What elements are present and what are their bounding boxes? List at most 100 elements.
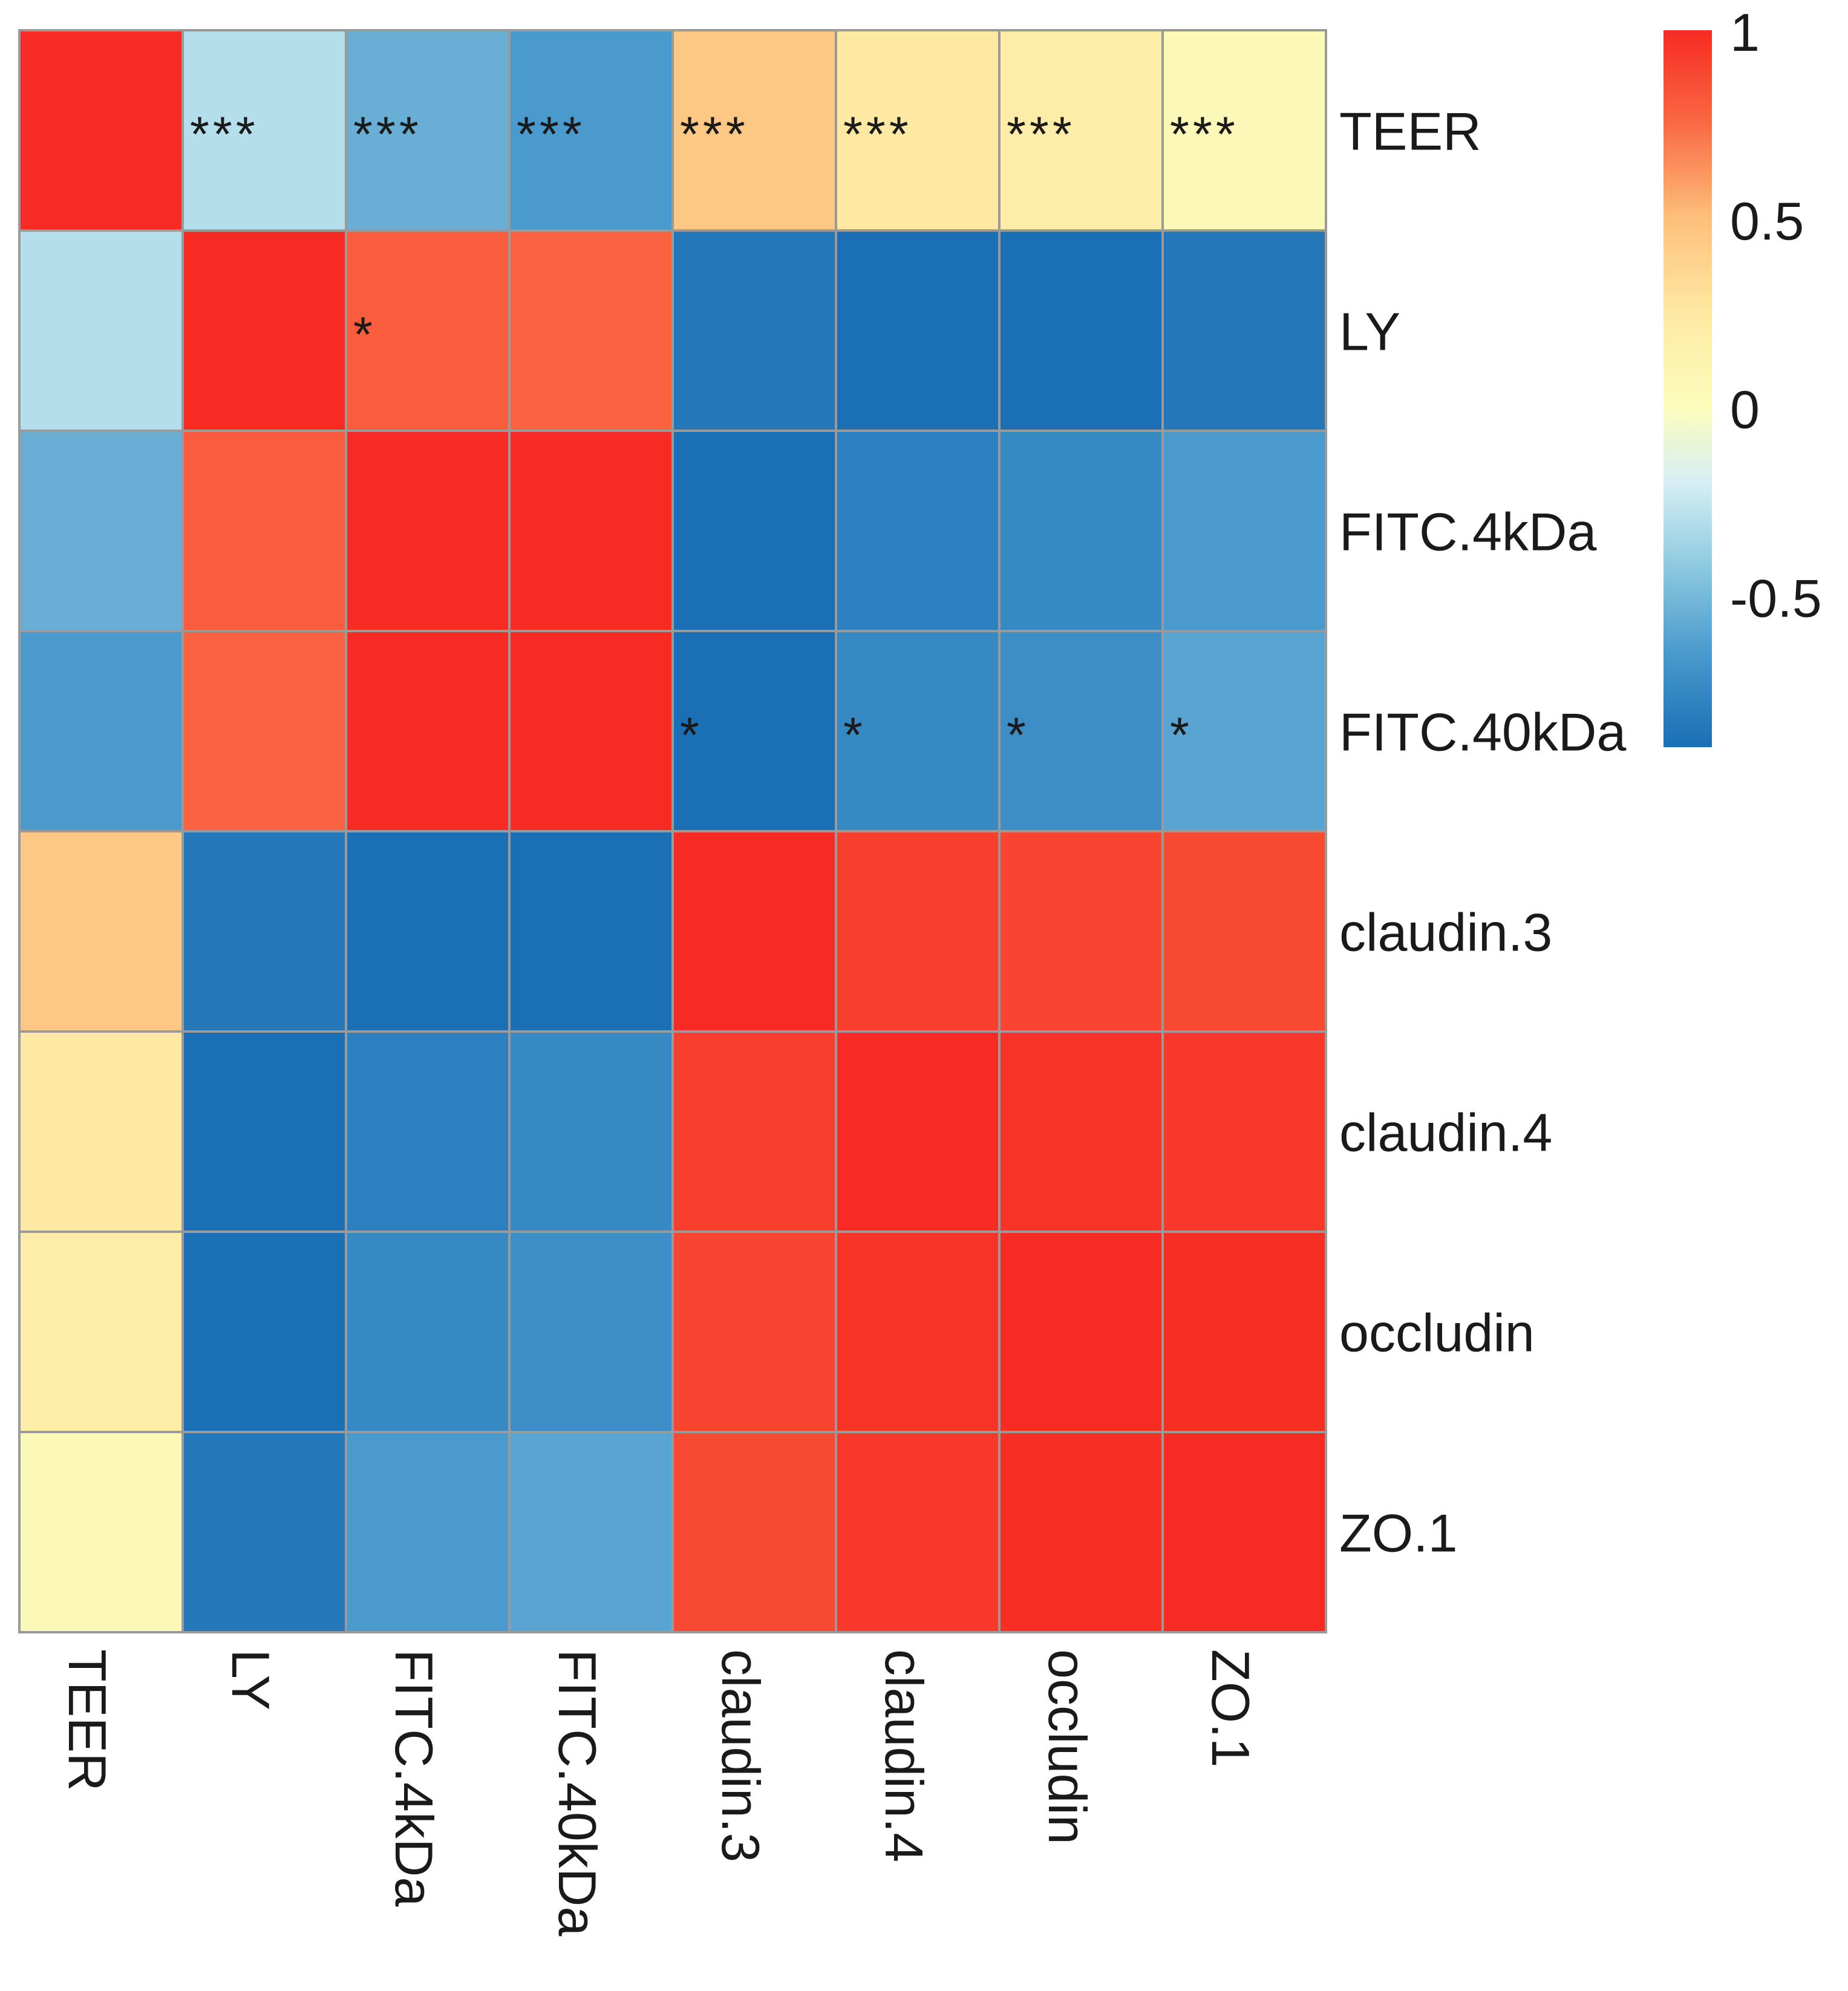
column-label-LY: LY (221, 1649, 281, 1710)
column-label-TEER: TEER (57, 1649, 117, 1791)
row-label-occludin: occludin (1339, 1303, 1535, 1363)
heatmap-cell-claudin.3-FITC.40kDa (508, 830, 674, 1033)
heatmap-cell-FITC.4kDa-claudin.4 (835, 430, 1001, 632)
heatmap-cell-claudin.3-FITC.4kDa (345, 830, 511, 1033)
colorbar-tick-label-2: 0 (1730, 380, 1760, 440)
heatmap-cell-FITC.4kDa-occludin (998, 430, 1164, 632)
significance-star-TEER-FITC.4kDa: *** (353, 107, 422, 162)
column-label-ZO.1: ZO.1 (1201, 1649, 1261, 1768)
heatmap-cell-occludin-LY (181, 1231, 347, 1433)
significance-star-TEER-FITC.40kDa: *** (517, 107, 586, 162)
heatmap-cell-ZO.1-LY (181, 1431, 347, 1633)
significance-star-FITC.40kDa-claudin.4: * (843, 708, 866, 763)
heatmap-cell-FITC.40kDa-claudin.4 (835, 630, 1001, 832)
heatmap-cell-FITC.4kDa-TEER (18, 430, 184, 632)
heatmap-cell-LY-claudin.3 (671, 229, 837, 432)
row-label-FITC.40kDa: FITC.40kDa (1339, 702, 1626, 762)
heatmap-cell-claudin.3-ZO.1 (1161, 830, 1327, 1033)
heatmap-cell-occludin-ZO.1 (1161, 1231, 1327, 1433)
heatmap-cell-ZO.1-claudin.4 (835, 1431, 1001, 1633)
heatmap-cell-LY-occludin (998, 229, 1164, 432)
heatmap-cell-FITC.40kDa-LY (181, 630, 347, 832)
heatmap-cell-LY-LY (181, 229, 347, 432)
colorbar-tick-label-1: 0.5 (1730, 191, 1804, 251)
heatmap-cell-claudin.4-ZO.1 (1161, 1030, 1327, 1233)
heatmap-cell-claudin.4-FITC.40kDa (508, 1030, 674, 1233)
heatmap-cell-claudin.4-TEER (18, 1030, 184, 1233)
heatmap-cell-ZO.1-ZO.1 (1161, 1431, 1327, 1633)
heatmap-cell-TEER-LY (181, 29, 347, 232)
heatmap-cell-claudin.4-LY (181, 1030, 347, 1233)
column-label-occludin: occludin (1037, 1649, 1097, 1845)
row-label-FITC.4kDa: FITC.4kDa (1339, 502, 1596, 562)
heatmap-cell-ZO.1-FITC.4kDa (345, 1431, 511, 1633)
heatmap-cell-claudin.3-LY (181, 830, 347, 1033)
heatmap-cell-claudin.4-claudin.4 (835, 1030, 1001, 1233)
row-label-TEER: TEER (1339, 102, 1481, 162)
row-label-claudin.3: claudin.3 (1339, 903, 1552, 963)
heatmap-cell-LY-FITC.4kDa (345, 229, 511, 432)
row-label-claudin.4: claudin.4 (1339, 1103, 1552, 1163)
heatmap-cells (18, 29, 1327, 1633)
heatmap-cell-claudin.4-occludin (998, 1030, 1164, 1233)
heatmap-cell-claudin.3-TEER (18, 830, 184, 1033)
column-label-claudin.4: claudin.4 (874, 1649, 934, 1862)
significance-star-TEER-claudin.3: *** (680, 107, 749, 162)
significance-star-TEER-occludin: *** (1007, 107, 1076, 162)
heatmap-cell-TEER-FITC.4kDa (345, 29, 511, 232)
heatmap-cell-ZO.1-TEER (18, 1431, 184, 1633)
heatmap-cell-occludin-TEER (18, 1231, 184, 1433)
heatmap-cell-LY-TEER (18, 229, 184, 432)
heatmap-cell-occludin-claudin.3 (671, 1231, 837, 1433)
heatmap-cell-ZO.1-claudin.3 (671, 1431, 837, 1633)
significance-star-TEER-ZO.1: *** (1170, 107, 1239, 162)
heatmap-cell-occludin-occludin (998, 1231, 1164, 1433)
heatmap-cell-FITC.4kDa-ZO.1 (1161, 430, 1327, 632)
significance-star-LY-FITC.4kDa: * (353, 307, 376, 362)
heatmap-cell-FITC.40kDa-FITC.4kDa (345, 630, 511, 832)
heatmap-cell-LY-ZO.1 (1161, 229, 1327, 432)
column-labels: TEER LY FITC.4kDa FITC.40kDa claudin.3 claudi… (57, 1649, 1261, 1936)
heatmap-cell-TEER-TEER (18, 29, 184, 232)
significance-star-FITC.40kDa-occludin: * (1007, 708, 1030, 763)
colorbar-tick-label-0: 1 (1730, 2, 1760, 62)
column-label-FITC.40kDa: FITC.40kDa (547, 1649, 607, 1936)
row-label-LY: LY (1339, 302, 1400, 362)
heatmap-cell-TEER-claudin.3 (671, 29, 837, 232)
significance-star-TEER-claudin.4: *** (843, 107, 912, 162)
heatmap-cell-FITC.4kDa-claudin.3 (671, 430, 837, 632)
colorbar-gradient (1664, 30, 1712, 747)
colorbar-tick-label-3: -0.5 (1730, 569, 1822, 629)
significance-star-FITC.40kDa-ZO.1: * (1170, 708, 1193, 763)
column-label-FITC.4kDa: FITC.4kDa (384, 1649, 444, 1906)
heatmap-cell-FITC.40kDa-TEER (18, 630, 184, 832)
heatmap-cell-claudin.3-occludin (998, 830, 1164, 1033)
heatmap-cell-FITC.40kDa-FITC.40kDa (508, 630, 674, 832)
heatmap-cell-claudin.4-FITC.4kDa (345, 1030, 511, 1233)
heatmap-cell-occludin-claudin.4 (835, 1231, 1001, 1433)
heatmap-cell-FITC.4kDa-FITC.40kDa (508, 430, 674, 632)
colorbar-legend: 1 0.5 0 -0.5 (1664, 2, 1822, 747)
heatmap-cell-TEER-occludin (998, 29, 1164, 232)
heatmap-cell-TEER-claudin.4 (835, 29, 1001, 232)
heatmap-cell-occludin-FITC.4kDa (345, 1231, 511, 1433)
heatmap-cell-claudin.3-claudin.4 (835, 830, 1001, 1033)
heatmap-cell-claudin.4-claudin.3 (671, 1030, 837, 1233)
heatmap-cell-ZO.1-occludin (998, 1431, 1164, 1633)
heatmap-cell-ZO.1-FITC.40kDa (508, 1431, 674, 1633)
heatmap-cell-LY-claudin.4 (835, 229, 1001, 432)
heatmap-cell-FITC.4kDa-LY (181, 430, 347, 632)
heatmap-cell-claudin.3-claudin.3 (671, 830, 837, 1033)
heatmap-cell-LY-FITC.40kDa (508, 229, 674, 432)
heatmap-cell-FITC.4kDa-FITC.4kDa (345, 430, 511, 632)
significance-star-FITC.40kDa-claudin.3: * (680, 708, 703, 763)
heatmap-cell-FITC.40kDa-ZO.1 (1161, 630, 1327, 832)
column-label-claudin.3: claudin.3 (711, 1649, 771, 1862)
row-label-ZO.1: ZO.1 (1339, 1503, 1458, 1563)
heatmap-cell-occludin-FITC.40kDa (508, 1231, 674, 1433)
heatmap-cell-TEER-FITC.40kDa (508, 29, 674, 232)
significance-star-TEER-LY: *** (190, 107, 259, 162)
significance-annotations: *** *** *** *** *** *** ***** * * * (190, 107, 1239, 763)
